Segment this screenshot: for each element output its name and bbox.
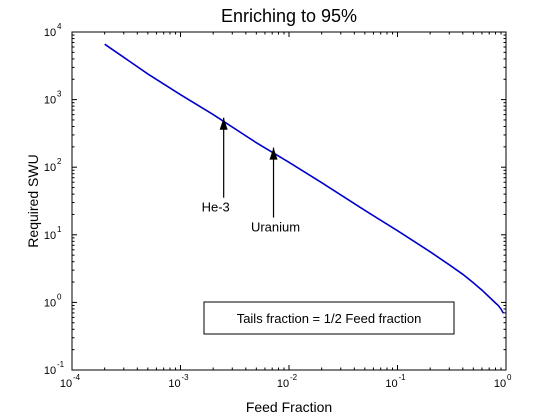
x-tick-label: 10 (385, 378, 397, 390)
y-tick-label-exponent: 0 (57, 292, 62, 301)
annotation-label: Uranium (251, 220, 300, 235)
x-tick-label: 10 (494, 378, 506, 390)
x-tick-label-exponent: 0 (507, 373, 512, 382)
annotation-arrowhead (269, 147, 278, 160)
y-tick-label: 10 (44, 95, 56, 107)
plot-area: 10-410-310-210-110010-1100101102103104He… (44, 22, 512, 390)
y-tick-label: 10 (44, 162, 56, 174)
x-tick-label-exponent: -2 (290, 373, 298, 382)
y-tick-label-exponent: 4 (57, 22, 62, 31)
y-tick-label: 10 (44, 365, 56, 377)
y-tick-label: 10 (44, 27, 56, 39)
y-tick-label-exponent: 2 (57, 157, 62, 166)
x-axis-label: Feed Fraction (246, 399, 332, 415)
y-axis-label: Required SWU (25, 154, 41, 247)
y-tick-label: 10 (44, 297, 56, 309)
textbox-frame (203, 301, 455, 335)
series-line (104, 43, 505, 314)
y-tick-label: 10 (44, 230, 56, 242)
y-tick-label-exponent: 3 (57, 90, 62, 99)
y-tick-label-exponent: -1 (57, 360, 65, 369)
chart-title: Enriching to 95% (221, 6, 357, 26)
x-tick-label: 10 (60, 378, 72, 390)
annotation-arrowhead (219, 117, 228, 130)
textbox-text: Tails fraction = 1/2 Feed fraction (237, 311, 422, 326)
x-tick-label-exponent: -1 (399, 373, 407, 382)
y-tick-label-exponent: 1 (57, 225, 62, 234)
annotation-label: He-3 (202, 200, 230, 215)
x-tick-label: 10 (277, 378, 289, 390)
x-tick-label-exponent: -3 (182, 373, 190, 382)
x-tick-label-exponent: -4 (73, 373, 81, 382)
x-tick-label: 10 (168, 378, 180, 390)
